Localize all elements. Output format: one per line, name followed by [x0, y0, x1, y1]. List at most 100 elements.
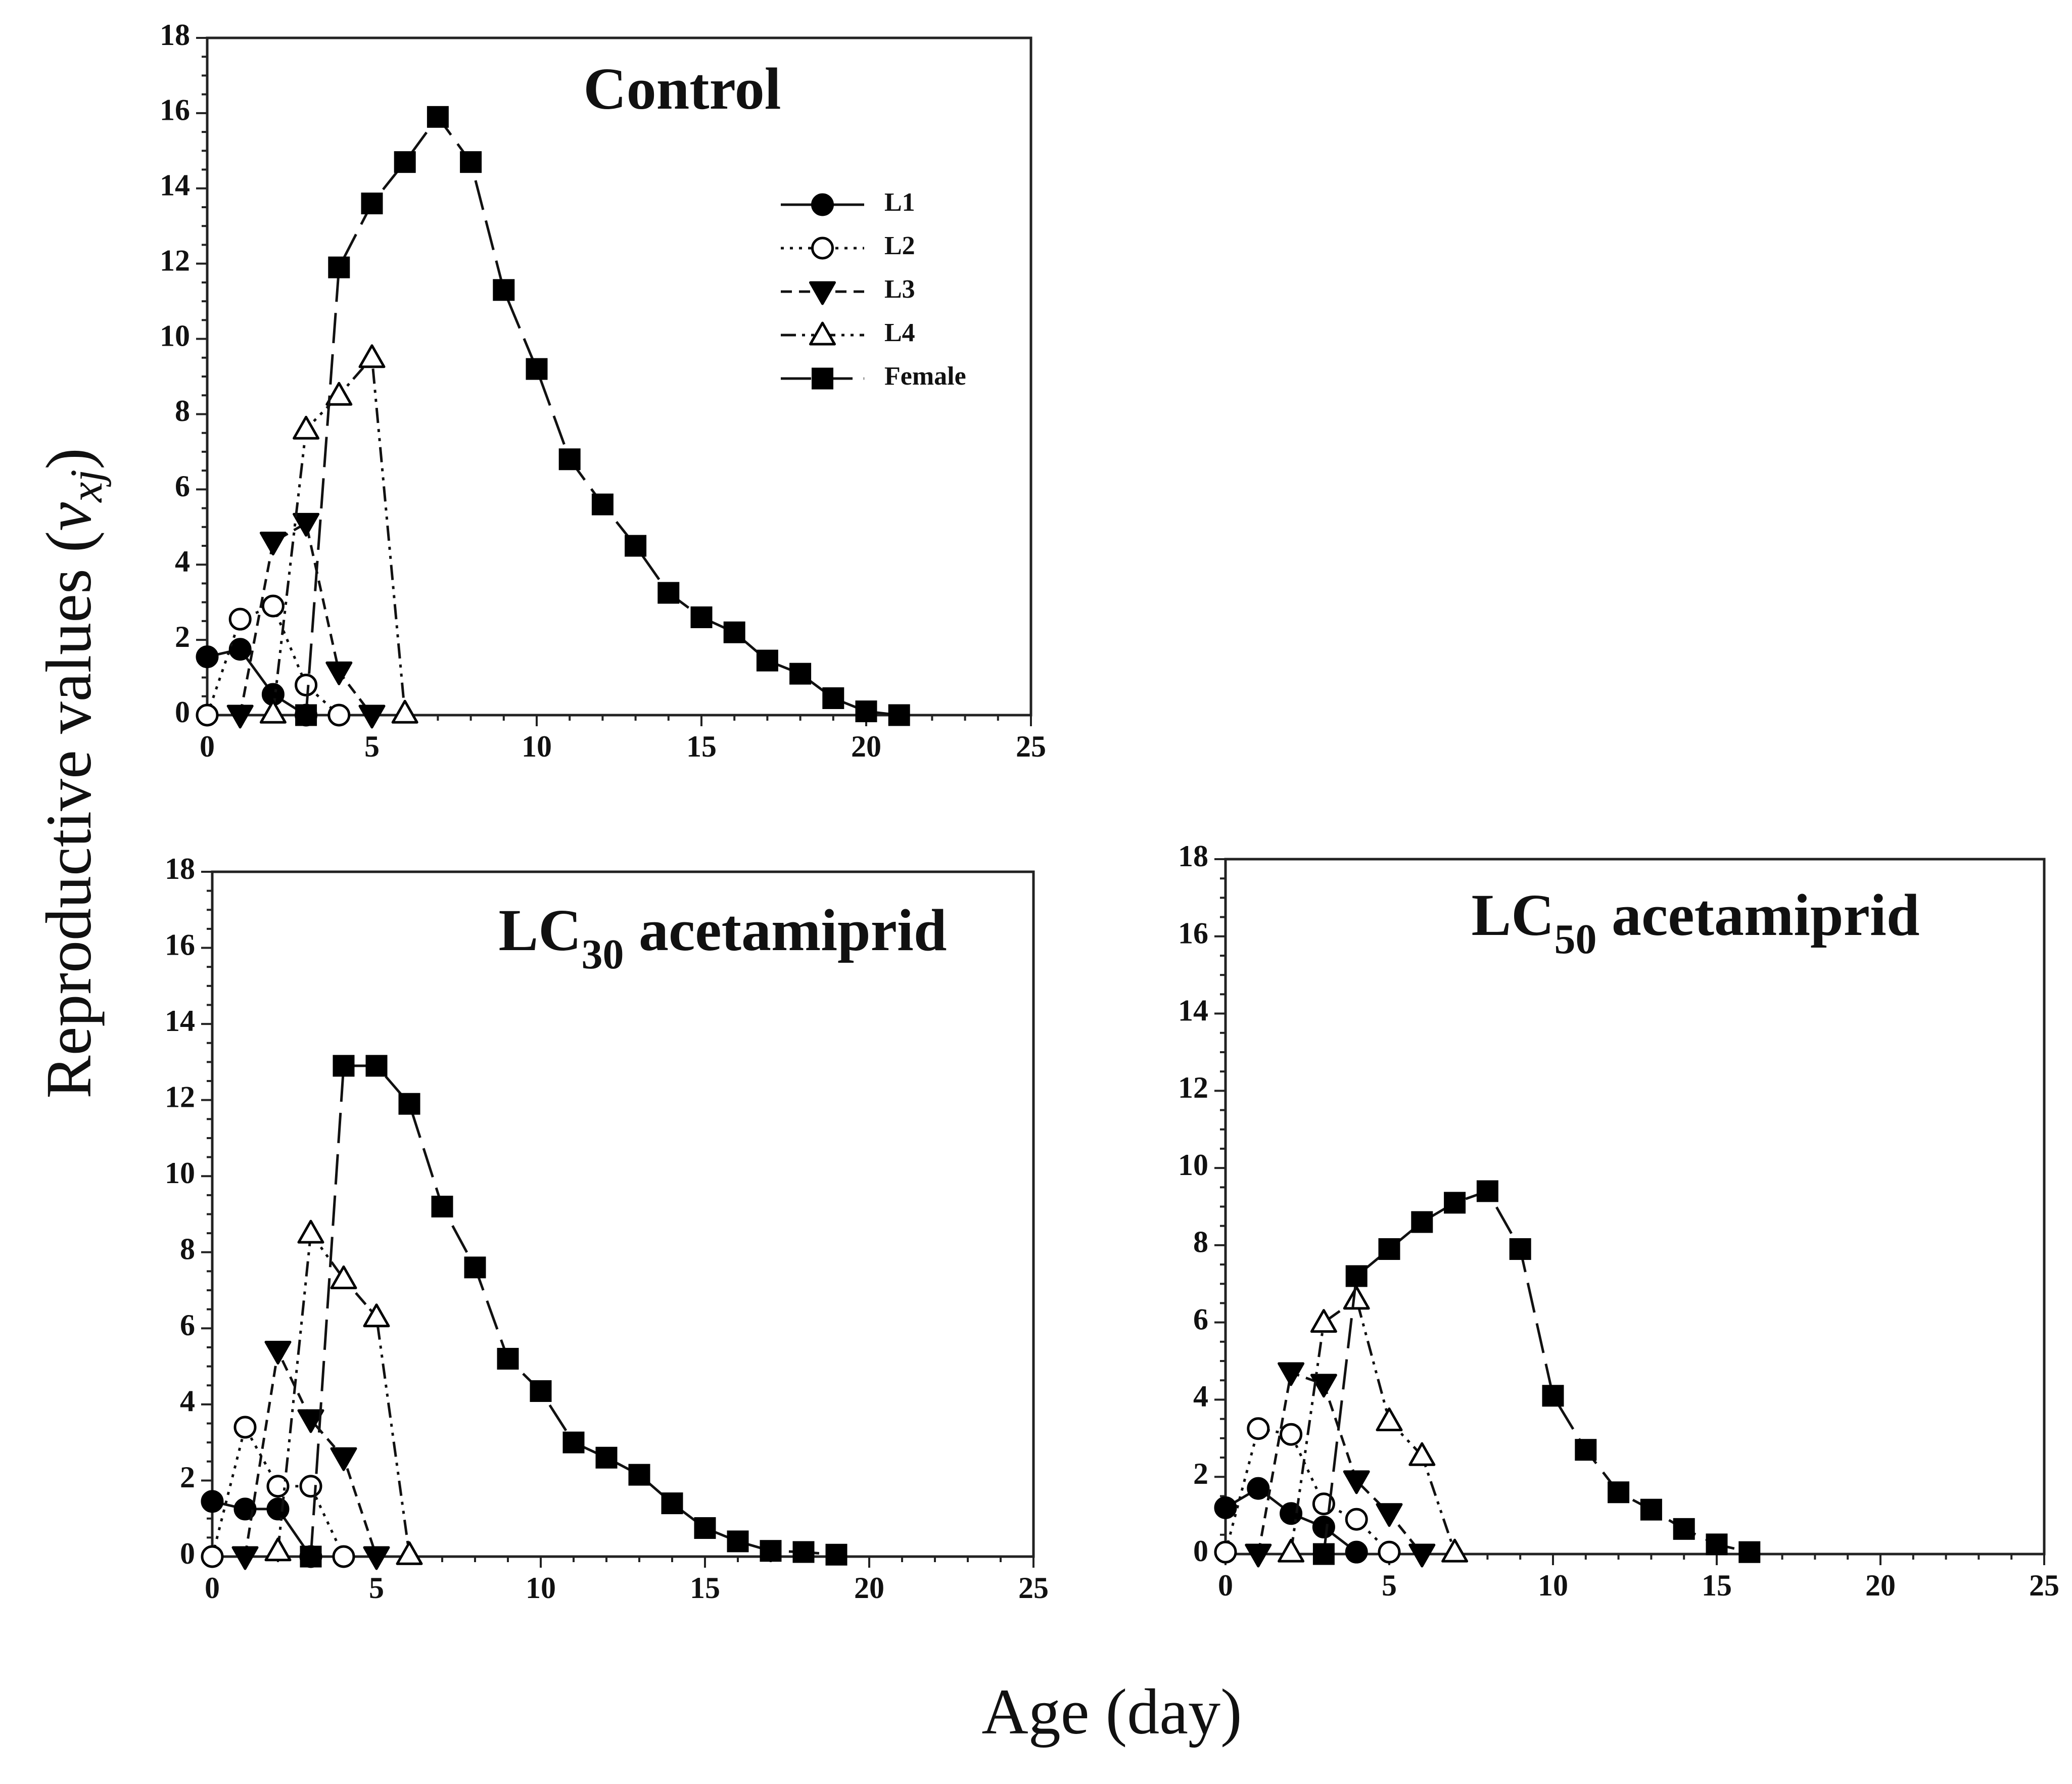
x-tick-label: 25: [1018, 1571, 1049, 1605]
data-point-l1: [1214, 1496, 1237, 1519]
data-point-female: [661, 1492, 683, 1515]
data-point-female: [694, 1517, 716, 1539]
data-point-female: [690, 606, 713, 628]
data-point-l2: [1378, 1540, 1401, 1564]
data-point-l4: [325, 382, 353, 406]
data-point-l4: [297, 1219, 324, 1244]
data-point-female: [361, 193, 383, 215]
data-point-l1: [228, 638, 252, 661]
series-l2: [196, 594, 351, 727]
y-tick-label: 8: [1193, 1226, 1208, 1259]
data-point-female: [365, 1055, 388, 1077]
legend-entry-l4: L4: [781, 318, 915, 347]
legend-label: L2: [884, 231, 915, 260]
data-point-l4: [391, 699, 418, 724]
data-point-l3: [1376, 1503, 1403, 1527]
x-tick-label: 15: [690, 1571, 720, 1605]
data-point-female: [460, 151, 482, 173]
legend-label: L4: [884, 318, 915, 347]
y-tick-label: 14: [160, 169, 190, 202]
data-point-l2: [266, 1475, 290, 1498]
legend-marker-l3: [809, 281, 836, 305]
x-tick-label: 10: [526, 1571, 556, 1605]
data-point-l3: [363, 1546, 390, 1570]
series-l3: [231, 1341, 390, 1570]
data-point-l3: [259, 532, 287, 556]
series-female: [1312, 1180, 1761, 1565]
panel-title-main: LC: [1472, 882, 1555, 948]
data-point-l2: [299, 1475, 322, 1498]
data-point-l4: [1376, 1407, 1403, 1431]
y-tick-label: 0: [180, 1537, 195, 1570]
data-point-female: [1312, 1543, 1335, 1565]
y-tick-label: 6: [175, 470, 190, 503]
data-point-female: [1345, 1265, 1368, 1287]
data-point-l4: [330, 1265, 357, 1289]
data-point-female: [1706, 1533, 1728, 1556]
data-point-female: [300, 1545, 322, 1568]
y-tick-label: 12: [165, 1080, 195, 1113]
y-tick-label: 14: [165, 1004, 195, 1038]
data-point-l3: [1245, 1543, 1272, 1568]
data-point-l1: [1312, 1516, 1335, 1539]
x-tick-label: 20: [854, 1571, 884, 1605]
y-tick-label: 18: [165, 852, 195, 885]
x-tick-label: 5: [369, 1571, 384, 1605]
y-tick-label: 10: [165, 1156, 195, 1190]
data-point-female: [398, 1093, 420, 1115]
x-tick-label: 10: [522, 730, 552, 763]
y-tick-label: 8: [175, 394, 190, 428]
data-point-female: [625, 535, 647, 557]
data-point-female: [1378, 1238, 1400, 1260]
series-line-l3: [244, 1347, 378, 1557]
data-point-female: [1476, 1180, 1498, 1202]
data-point-l4: [1441, 1538, 1469, 1563]
panel-title-main: Control: [583, 56, 781, 122]
y-tick-label: 16: [160, 93, 190, 127]
x-tick-label: 15: [686, 730, 717, 763]
data-point-l3: [264, 1341, 292, 1365]
y-tick-label: 0: [175, 695, 190, 729]
data-point-l2: [1280, 1423, 1303, 1446]
legend-entry-l3: L3: [781, 275, 915, 305]
data-point-l2: [1214, 1540, 1237, 1564]
y-tick-label: 14: [1178, 994, 1208, 1027]
data-point-l4: [396, 1541, 423, 1565]
data-point-l1: [201, 1490, 224, 1513]
data-point-female: [526, 358, 548, 380]
legend-marker-l4: [809, 321, 836, 346]
y-tick-label: 4: [180, 1385, 195, 1418]
data-point-l4: [264, 1537, 292, 1562]
x-tick-label: 5: [364, 730, 380, 763]
data-point-female: [595, 1446, 618, 1469]
data-point-female: [1608, 1481, 1630, 1504]
x-tick-label: 0: [205, 1571, 220, 1605]
series-line-female: [309, 1064, 837, 1557]
data-point-female: [727, 1530, 749, 1553]
data-point-female: [394, 151, 416, 173]
data-point-female: [855, 700, 877, 723]
data-point-l2: [1345, 1508, 1368, 1531]
data-point-l3: [325, 661, 353, 685]
panel-title: LC50 acetamiprid: [1472, 882, 1920, 963]
series-line-l4: [271, 354, 406, 714]
data-point-l2: [233, 1416, 257, 1439]
data-point-female: [1575, 1439, 1597, 1461]
legend-label: L3: [884, 275, 915, 304]
series-line-female: [305, 115, 900, 717]
y-tick-label: 10: [1178, 1148, 1208, 1182]
x-tick-label: 0: [200, 730, 215, 763]
panel-title-subscript: 30: [581, 931, 624, 978]
data-point-l3: [1343, 1470, 1370, 1494]
panel-title: LC30 acetamiprid: [499, 897, 947, 978]
data-point-female: [497, 1348, 519, 1370]
series-line-l1: [212, 1500, 312, 1558]
data-point-female: [591, 493, 614, 515]
data-point-l3: [226, 705, 254, 729]
chart-panel-lc50: 0 2 4 6 8 10 12 14 16 18 0 5 10 15 20 25 LC50 acetamipri…: [1178, 839, 2059, 1602]
series-line-l1: [207, 647, 307, 717]
data-point-l4: [293, 415, 320, 440]
data-point-female: [431, 1195, 453, 1217]
plot-frame: [1224, 858, 2046, 1556]
y-tick-label: 4: [175, 545, 190, 578]
